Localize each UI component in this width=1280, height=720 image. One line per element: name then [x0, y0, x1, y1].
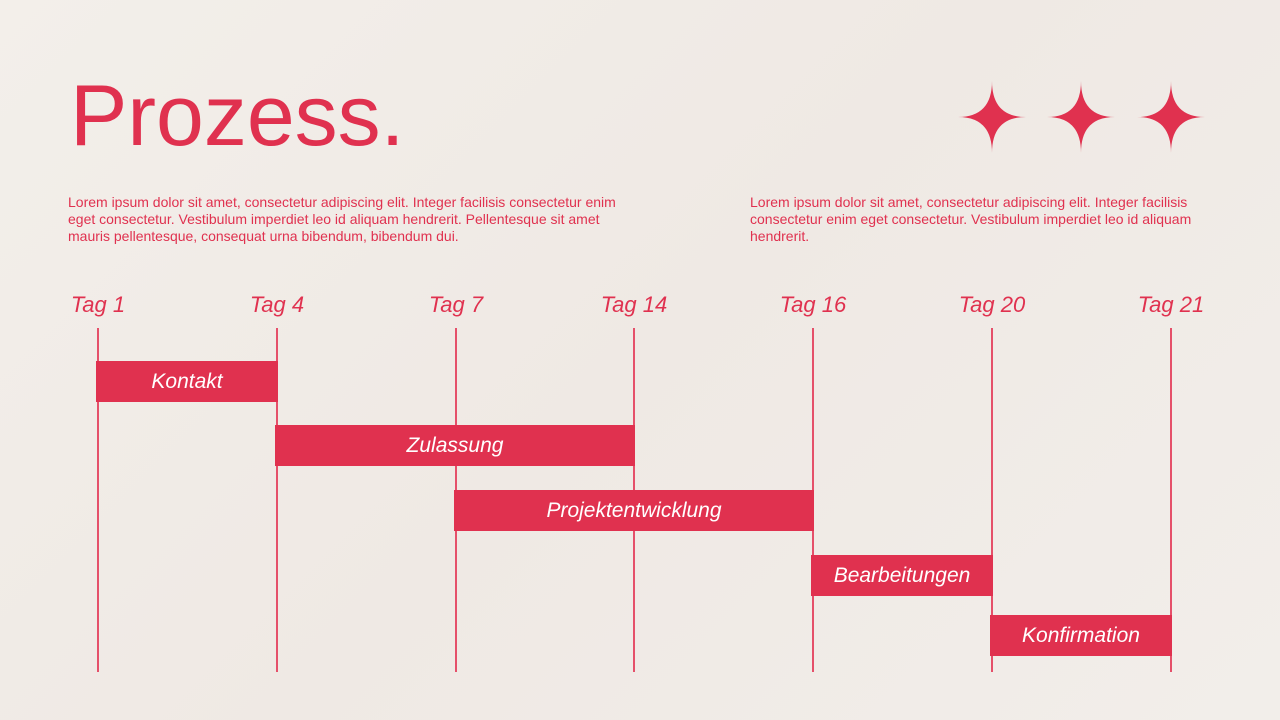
column-label: Tag 16: [779, 292, 847, 317]
title: Prozess.: [70, 68, 405, 164]
column-label: Tag 14: [600, 292, 668, 317]
column-label: Tag 21: [1137, 292, 1205, 317]
task-bar: Zulassung: [275, 425, 635, 466]
paragraph: Lorem ipsum dolor sit amet, consectetur …: [68, 194, 616, 244]
timeline-line: [991, 328, 993, 672]
task-bar: Projektentwicklung: [454, 490, 814, 531]
star: [958, 81, 1026, 153]
stars: [958, 81, 1205, 153]
paragraph: Lorem ipsum dolor sit amet, consectetur …: [750, 194, 1192, 244]
column-label: Tag 4: [249, 292, 305, 317]
column-label: Tag 1: [70, 292, 126, 317]
timeline-line: [1170, 328, 1172, 672]
task-bar: Konfirmation: [990, 615, 1172, 656]
timeline-line: [276, 328, 278, 672]
task-bar: Kontakt: [96, 361, 278, 402]
star: [1047, 81, 1115, 153]
timeline-line: [97, 328, 99, 672]
column-label: Tag 20: [958, 292, 1026, 317]
column-label: Tag 7: [428, 292, 484, 317]
task-bar: Bearbeitungen: [811, 555, 993, 596]
star: [1137, 81, 1205, 153]
